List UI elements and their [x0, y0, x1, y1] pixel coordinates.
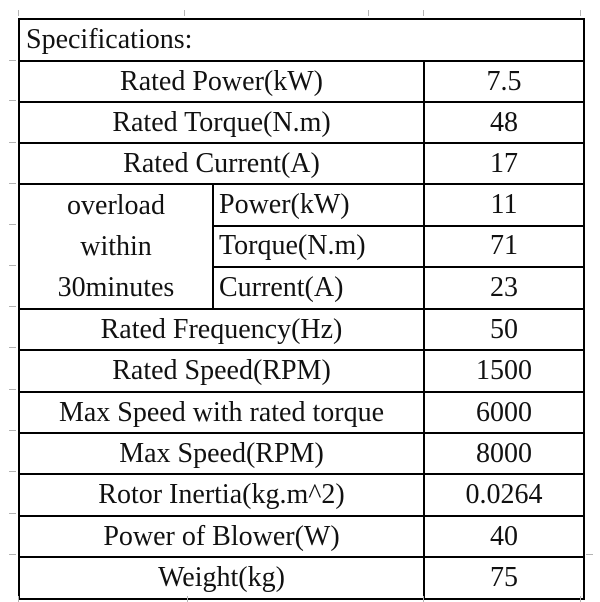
- spec-value-max-speed: 8000: [422, 432, 586, 475]
- overload-line-2: within: [80, 230, 152, 262]
- table-row: Current(A) 23: [19, 266, 586, 310]
- overload-group-label: overload within 30minutes: [18, 183, 214, 310]
- gridline-tick: [9, 60, 16, 61]
- spec-value-overload-torque: 71: [422, 224, 586, 269]
- gridline-tick: [580, 596, 581, 602]
- spec-label-weight: Weight(kg): [18, 556, 425, 600]
- spec-label-max-speed-rated-torque: Max Speed with rated torque: [18, 391, 425, 434]
- gridline-tick: [580, 10, 581, 16]
- spec-label-overload-current: Current(A): [212, 266, 425, 310]
- spec-value-rated-torque: 48: [422, 101, 586, 144]
- gridline-tick: [9, 100, 16, 101]
- table-row: Specifications:: [17, 18, 586, 62]
- gridline-tick: [586, 554, 593, 555]
- gridline-tick: [18, 596, 19, 602]
- spec-value-overload-power: 11: [422, 183, 586, 227]
- table-row: Weight(kg) 75: [18, 556, 586, 600]
- spec-value-rated-power: 7.5: [422, 60, 586, 103]
- gridline-tick: [423, 10, 424, 16]
- spec-label-rotor-inertia: Rotor Inertia(kg.m^2): [18, 473, 425, 517]
- spec-value-rated-current: 17: [422, 142, 586, 185]
- specifications-table: Specifications: Rated Power(kW) 7.5 Rate…: [17, 18, 586, 600]
- table-row: Rated Current(A) 17: [18, 142, 586, 185]
- gridline-tick: [18, 10, 19, 16]
- overload-group-lines: overload within 30minutes: [21, 186, 211, 307]
- spec-value-rated-frequency: 50: [422, 308, 586, 351]
- gridline-tick: [9, 265, 16, 266]
- spec-label-rated-torque: Rated Torque(N.m): [18, 101, 425, 144]
- gridline-tick: [9, 224, 16, 225]
- overload-line-3: 30minutes: [57, 271, 175, 303]
- gridline-tick: [368, 10, 369, 16]
- gridline-tick: [9, 471, 16, 472]
- gridline-tick: [184, 10, 185, 16]
- spec-label-rated-power: Rated Power(kW): [18, 60, 425, 103]
- overload-line-1: overload: [67, 189, 165, 221]
- spec-value-rated-speed: 1500: [422, 349, 586, 393]
- table-title: Specifications:: [17, 18, 586, 62]
- gridline-tick: [9, 554, 16, 555]
- gridline-tick: [9, 306, 16, 307]
- table-row: Rotor Inertia(kg.m^2) 0.0264: [18, 473, 586, 517]
- spec-value-weight: 75: [422, 556, 586, 600]
- table-row: Max Speed with rated torque 6000: [18, 391, 586, 434]
- spec-label-max-speed: Max Speed(RPM): [18, 432, 425, 475]
- gridline-tick: [9, 430, 16, 431]
- spec-label-overload-torque: Torque(N.m): [212, 224, 425, 269]
- table-row: Rated Torque(N.m) 48: [18, 101, 586, 144]
- spec-label-rated-frequency: Rated Frequency(Hz): [18, 308, 425, 351]
- table-row: Rated Speed(RPM) 1500: [18, 349, 586, 393]
- spec-value-blower-power: 40: [422, 515, 586, 558]
- spec-label-rated-speed: Rated Speed(RPM): [18, 349, 425, 393]
- gridline-tick: [9, 389, 16, 390]
- spec-label-blower-power: Power of Blower(W): [18, 515, 425, 558]
- table-row: Torque(N.m) 71: [19, 224, 586, 269]
- spec-label-rated-current: Rated Current(A): [18, 142, 425, 185]
- gridline-tick: [9, 347, 16, 348]
- gridline-tick: [9, 142, 16, 143]
- gridline-tick: [423, 596, 424, 602]
- table-row: overload within 30minutes Power(kW) 11: [18, 183, 586, 310]
- table-row: Max Speed(RPM) 8000: [18, 432, 586, 475]
- table-row: Power of Blower(W) 40: [18, 515, 586, 558]
- gridline-tick: [9, 513, 16, 514]
- spec-label-overload-power: Power(kW): [212, 183, 425, 227]
- spec-value-max-speed-rated-torque: 6000: [422, 391, 586, 434]
- gridline-tick: [9, 183, 16, 184]
- spec-value-rotor-inertia: 0.0264: [422, 473, 586, 517]
- table-row: Rated Power(kW) 7.5: [18, 60, 586, 103]
- spec-value-overload-current: 23: [422, 266, 586, 310]
- table-row: Rated Frequency(Hz) 50: [18, 308, 586, 351]
- gridline-tick: [187, 596, 188, 602]
